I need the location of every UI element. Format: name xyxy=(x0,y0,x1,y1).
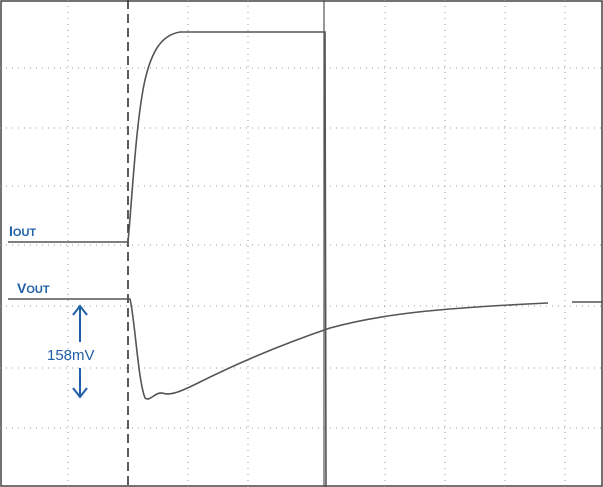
vout-trace xyxy=(8,298,603,400)
vout-label-main: V xyxy=(17,280,27,296)
iout-label-sub: OUT xyxy=(13,227,37,239)
iout-label: IOUT xyxy=(9,223,36,239)
vout-label-sub: OUT xyxy=(26,284,50,296)
iout-label-main: I xyxy=(9,223,13,239)
vout-label: VOUT xyxy=(17,280,50,296)
arrow-down xyxy=(72,368,88,399)
arrow-up xyxy=(72,304,88,342)
iout-trace xyxy=(8,31,327,487)
delta-label: 158mV xyxy=(47,347,95,364)
